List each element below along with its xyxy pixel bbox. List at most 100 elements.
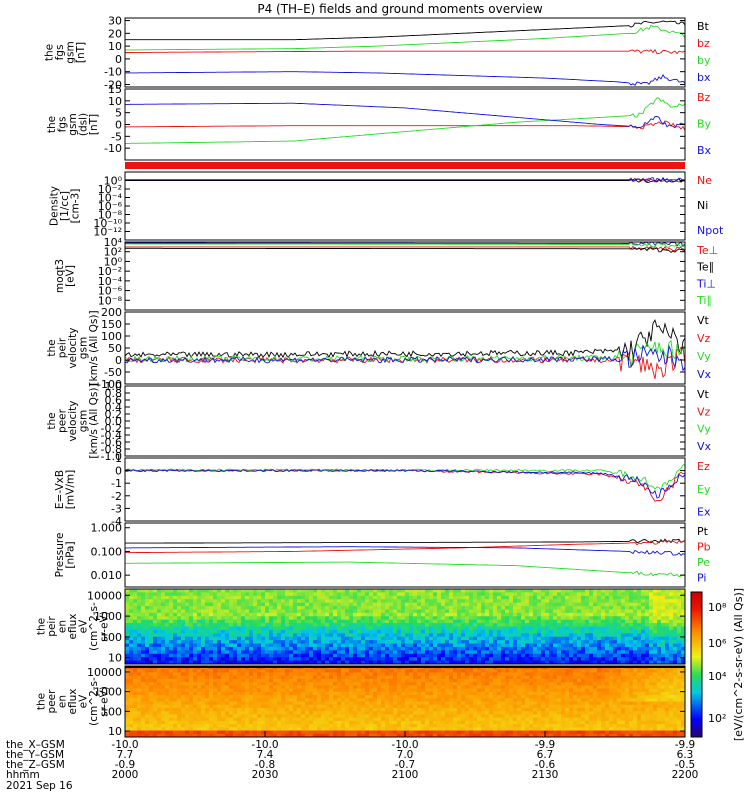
spectrogram-cell (269, 612, 274, 617)
spectrogram-cell (301, 660, 306, 665)
spectrogram-cell (321, 612, 326, 617)
spectrogram-cell (677, 616, 682, 621)
spectrogram-cell (389, 633, 394, 638)
spectrogram-cell (297, 633, 302, 638)
spectrogram-cell (209, 691, 214, 696)
spectrogram-cell (433, 612, 438, 617)
spectrogram-cell (669, 619, 674, 624)
spectrogram-cell (301, 633, 306, 638)
spectrogram-cell (185, 589, 190, 593)
spectrogram-cell (181, 650, 186, 655)
spectrogram-cell (297, 714, 302, 719)
spectrogram-cell (165, 616, 170, 621)
spectrogram-cell (433, 650, 438, 655)
spectrogram-cell (397, 720, 402, 725)
spectrogram-cell (461, 616, 466, 621)
spectrogram-cell (605, 653, 610, 658)
spectrogram-cell (173, 633, 178, 638)
ylabel-line: gsm (78, 337, 90, 359)
spectrogram-cell (681, 623, 686, 627)
spectrogram-cell (533, 626, 538, 631)
spectrogram-cell (313, 616, 318, 621)
spectrogram-cell (305, 707, 310, 712)
spectrogram-cell (273, 707, 278, 712)
spectrogram-cell (669, 657, 674, 662)
spectrogram-cell (237, 682, 242, 686)
spectrogram-cell (565, 643, 570, 648)
spectrogram-cell (313, 643, 318, 648)
spectrogram-cell (361, 672, 366, 677)
legend-entry-Bt: Bt (697, 20, 710, 33)
spectrogram-cell (209, 669, 214, 673)
spectrogram-cell (345, 704, 350, 709)
panel10-cells (125, 589, 686, 665)
spectrogram-cell (253, 717, 258, 722)
spectrogram-cell (257, 714, 262, 719)
spectrogram-cell (341, 704, 346, 709)
spectrogram-cell (677, 643, 682, 648)
spectrogram-cell (397, 643, 402, 648)
spectrogram-cell (253, 640, 258, 645)
spectrogram-cell (309, 626, 314, 631)
ylabel-line: eV (78, 619, 90, 633)
spectrogram-cell (273, 643, 278, 648)
spectrogram-cell (517, 633, 522, 638)
spectrogram-cell (193, 691, 198, 696)
spectrogram-cell (313, 724, 318, 728)
spectrogram-cell (277, 711, 282, 715)
spectrogram-cell (285, 646, 290, 651)
spectrogram-cell (465, 633, 470, 638)
spectrogram-cell (353, 653, 358, 658)
spectrogram-cell (229, 592, 234, 597)
spectrogram-cell (209, 714, 214, 719)
spectrogram-cell (345, 724, 350, 728)
spectrogram-cell (313, 609, 318, 614)
spectrogram-cell (297, 685, 302, 690)
spectrogram-cell (289, 650, 294, 655)
spectrogram-cell (465, 646, 470, 651)
spectrogram-cell (321, 609, 326, 614)
ylabel-line: Density (49, 186, 61, 226)
spectrogram-cell (581, 606, 586, 610)
spectrogram-cell (241, 602, 246, 607)
spectrogram-cell (213, 688, 218, 693)
spectrogram-cell (173, 640, 178, 645)
spectrogram-cell (277, 616, 282, 621)
spectrogram-cell (233, 707, 238, 712)
spectrogram-cell (401, 704, 406, 709)
spectrogram-cell (149, 724, 154, 728)
spectrogram-cell (153, 685, 158, 690)
spectrogram-cell (673, 636, 678, 641)
spectrogram-cell (381, 626, 386, 631)
spectrogram-cell (389, 629, 394, 634)
spectrogram-cell (409, 626, 414, 631)
spectrogram-cell (569, 640, 574, 645)
panel5-legend: Te⊥Te∥Ti⊥Ti∥ (696, 244, 718, 307)
spectrogram-cell (293, 688, 298, 693)
spectrogram-cell (325, 592, 330, 597)
spectrogram-cell (317, 714, 322, 719)
spectrogram-cell (585, 633, 590, 638)
spectrogram-cell (577, 602, 582, 607)
spectrogram-cell (457, 616, 462, 621)
spectrogram-cell (465, 650, 470, 655)
spectrogram-cell (633, 609, 638, 614)
spectrogram-cell (225, 612, 230, 617)
spectrogram-cell (361, 592, 366, 597)
spectrogram-cell (201, 685, 206, 690)
spectrogram-cell (673, 619, 678, 624)
spectrogram-cell (161, 646, 166, 651)
spectrogram-cell (185, 695, 190, 699)
spectrogram-cell (369, 727, 374, 732)
spectrogram-cell (241, 730, 246, 735)
spectrogram-cell (605, 633, 610, 638)
spectrogram-cell (321, 707, 326, 712)
spectrogram-cell (425, 626, 430, 631)
spectrogram-cell (157, 727, 162, 732)
spectrogram-cell (369, 626, 374, 631)
spectrogram-cell (409, 685, 414, 690)
spectrogram-cell (241, 623, 246, 627)
spectrogram-cell (381, 616, 386, 621)
series-line-Pb (125, 539, 686, 554)
